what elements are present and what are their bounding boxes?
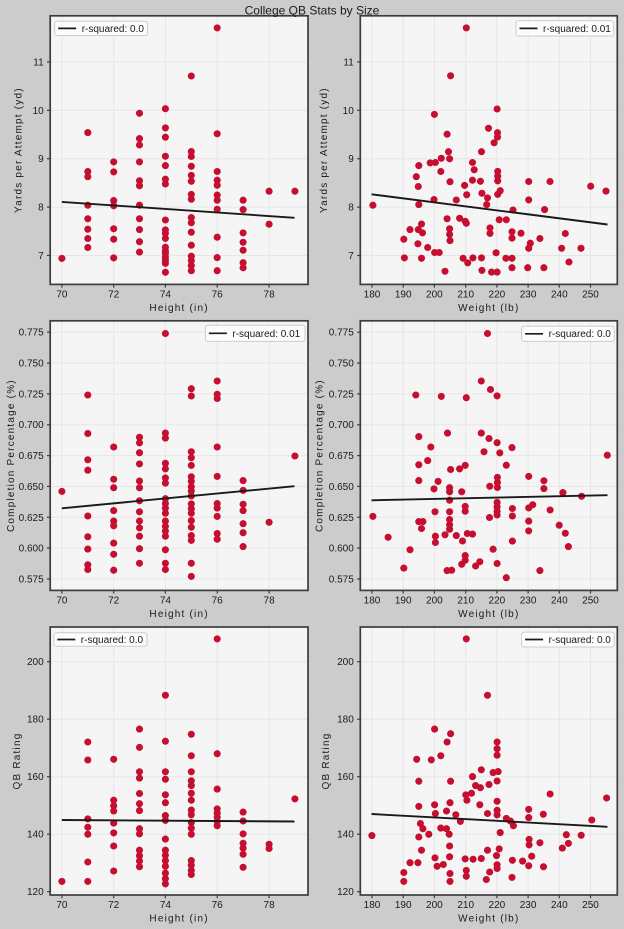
svg-text:200: 200 — [426, 900, 443, 911]
svg-text:76: 76 — [212, 290, 224, 301]
svg-text:Completion Percentage (%): Completion Percentage (%) — [6, 379, 17, 532]
svg-text:7: 7 — [348, 251, 354, 262]
svg-text:120: 120 — [337, 887, 354, 898]
svg-text:180: 180 — [364, 290, 381, 301]
svg-text:120: 120 — [27, 887, 44, 898]
svg-text:0.650: 0.650 — [329, 482, 354, 493]
svg-text:72: 72 — [108, 900, 120, 911]
svg-text:230: 230 — [520, 596, 537, 607]
svg-text:r-squared: 0.0: r-squared: 0.0 — [549, 635, 612, 646]
svg-text:Yards per Attempt (yd): Yards per Attempt (yd) — [319, 87, 330, 213]
svg-text:Yards per Attempt (yd): Yards per Attempt (yd) — [14, 87, 25, 213]
svg-text:r-squared: 0.0: r-squared: 0.0 — [82, 24, 145, 35]
svg-text:Weight (lb): Weight (lb) — [458, 914, 519, 925]
svg-text:Height (in): Height (in) — [149, 914, 208, 925]
svg-text:0.750: 0.750 — [19, 359, 44, 370]
svg-text:230: 230 — [520, 900, 537, 911]
svg-text:210: 210 — [457, 900, 474, 911]
svg-text:70: 70 — [56, 900, 68, 911]
svg-text:College QB Stats by Size: College QB Stats by Size — [245, 4, 380, 18]
svg-text:78: 78 — [264, 900, 276, 911]
svg-text:240: 240 — [551, 290, 568, 301]
svg-text:250: 250 — [582, 596, 599, 607]
svg-text:r-squared: 0.01: r-squared: 0.01 — [543, 24, 611, 35]
svg-text:180: 180 — [27, 715, 44, 726]
svg-text:200: 200 — [426, 290, 443, 301]
svg-text:140: 140 — [337, 830, 354, 841]
svg-text:0.700: 0.700 — [19, 420, 44, 431]
svg-text:250: 250 — [582, 900, 599, 911]
svg-text:72: 72 — [108, 290, 120, 301]
svg-text:Weight (lb): Weight (lb) — [458, 303, 519, 314]
svg-text:70: 70 — [56, 290, 68, 301]
svg-text:0.775: 0.775 — [19, 328, 44, 339]
svg-text:0.775: 0.775 — [329, 328, 354, 339]
svg-text:74: 74 — [160, 900, 172, 911]
svg-text:9: 9 — [38, 154, 44, 165]
svg-text:200: 200 — [337, 657, 354, 668]
svg-text:0.575: 0.575 — [329, 575, 354, 586]
svg-text:0.650: 0.650 — [19, 482, 44, 493]
svg-text:Completion Percentage (%): Completion Percentage (%) — [315, 379, 326, 532]
svg-text:0.750: 0.750 — [329, 359, 354, 370]
svg-text:74: 74 — [160, 596, 172, 607]
svg-text:78: 78 — [264, 290, 276, 301]
svg-text:200: 200 — [426, 596, 443, 607]
svg-text:220: 220 — [489, 290, 506, 301]
svg-text:0.600: 0.600 — [19, 544, 44, 555]
svg-text:Height (in): Height (in) — [149, 303, 208, 314]
svg-text:190: 190 — [395, 596, 412, 607]
svg-text:0.675: 0.675 — [19, 451, 44, 462]
svg-text:78: 78 — [264, 596, 276, 607]
svg-text:0.700: 0.700 — [329, 420, 354, 431]
svg-text:140: 140 — [27, 830, 44, 841]
svg-text:240: 240 — [551, 596, 568, 607]
svg-text:0.600: 0.600 — [329, 544, 354, 555]
svg-text:QB Rating: QB Rating — [12, 733, 23, 790]
svg-text:210: 210 — [457, 290, 474, 301]
svg-text:Height (in): Height (in) — [149, 609, 208, 620]
svg-text:Weight (lb): Weight (lb) — [458, 609, 519, 620]
svg-text:190: 190 — [395, 900, 412, 911]
svg-text:160: 160 — [337, 772, 354, 783]
svg-text:70: 70 — [56, 596, 68, 607]
svg-text:r-squared: 0.01: r-squared: 0.01 — [232, 329, 300, 340]
svg-text:160: 160 — [27, 772, 44, 783]
svg-text:180: 180 — [364, 596, 381, 607]
svg-text:72: 72 — [108, 596, 120, 607]
svg-text:0.625: 0.625 — [329, 513, 354, 524]
svg-text:0.675: 0.675 — [329, 451, 354, 462]
svg-text:r-squared: 0.0: r-squared: 0.0 — [549, 329, 612, 340]
svg-text:0.625: 0.625 — [19, 513, 44, 524]
svg-text:210: 210 — [457, 596, 474, 607]
svg-text:76: 76 — [212, 596, 224, 607]
svg-text:76: 76 — [212, 900, 224, 911]
svg-text:8: 8 — [38, 203, 44, 214]
svg-text:11: 11 — [33, 57, 44, 68]
svg-text:180: 180 — [364, 900, 381, 911]
svg-text:230: 230 — [520, 290, 537, 301]
svg-text:74: 74 — [160, 290, 172, 301]
svg-text:0.575: 0.575 — [19, 575, 44, 586]
svg-text:220: 220 — [489, 596, 506, 607]
svg-text:7: 7 — [38, 251, 44, 262]
svg-text:240: 240 — [551, 900, 568, 911]
svg-text:0.725: 0.725 — [329, 389, 354, 400]
svg-text:10: 10 — [343, 106, 355, 117]
svg-text:9: 9 — [348, 154, 354, 165]
svg-text:r-squared: 0.0: r-squared: 0.0 — [81, 635, 144, 646]
svg-text:0.725: 0.725 — [19, 389, 44, 400]
svg-text:11: 11 — [343, 57, 354, 68]
svg-text:200: 200 — [27, 657, 44, 668]
svg-text:QB Rating: QB Rating — [321, 733, 332, 790]
svg-text:180: 180 — [337, 715, 354, 726]
svg-text:8: 8 — [348, 203, 354, 214]
svg-text:190: 190 — [395, 290, 412, 301]
svg-text:220: 220 — [489, 900, 506, 911]
svg-text:10: 10 — [33, 106, 45, 117]
svg-text:250: 250 — [582, 290, 599, 301]
